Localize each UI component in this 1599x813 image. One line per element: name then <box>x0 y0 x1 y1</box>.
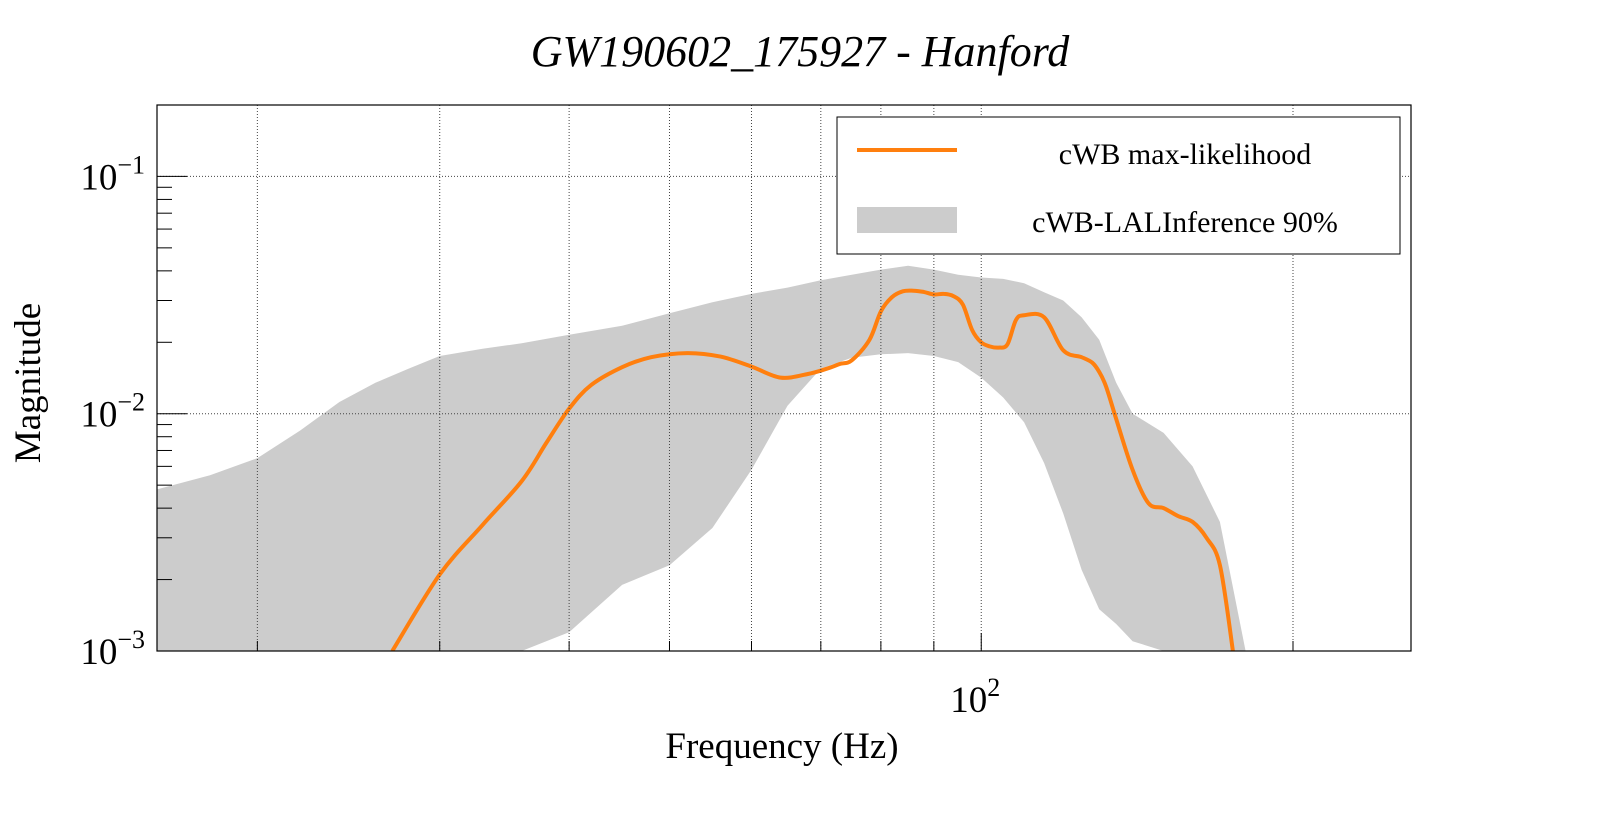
y-tick-label: 10−1 <box>80 150 145 198</box>
y-axis-label: Magnitude <box>8 303 49 463</box>
x-axis-label: Frequency (Hz) <box>665 726 898 767</box>
axis-ticks: 10−3 10−2 10−1 102 <box>80 104 1294 721</box>
legend-label-band: cWB-LALInference 90% <box>1032 206 1338 239</box>
chart-title: GW190602_175927 - Hanford <box>531 27 1071 76</box>
legend-band-swatch <box>857 207 957 233</box>
x-tick-label: 102 <box>950 673 1000 721</box>
confidence-band <box>157 265 1246 651</box>
y-tick-label: 10−2 <box>80 388 145 436</box>
y-tick-label: 10−3 <box>80 625 145 673</box>
plot-border <box>156 104 1412 652</box>
plot-frame <box>156 104 1412 652</box>
legend-label-line: cWB max-likelihood <box>1059 138 1311 171</box>
legend: cWB max-likelihood cWB-LALInference 90% <box>836 116 1401 255</box>
plot-area <box>157 265 1246 651</box>
max-likelihood-line <box>390 288 1235 651</box>
